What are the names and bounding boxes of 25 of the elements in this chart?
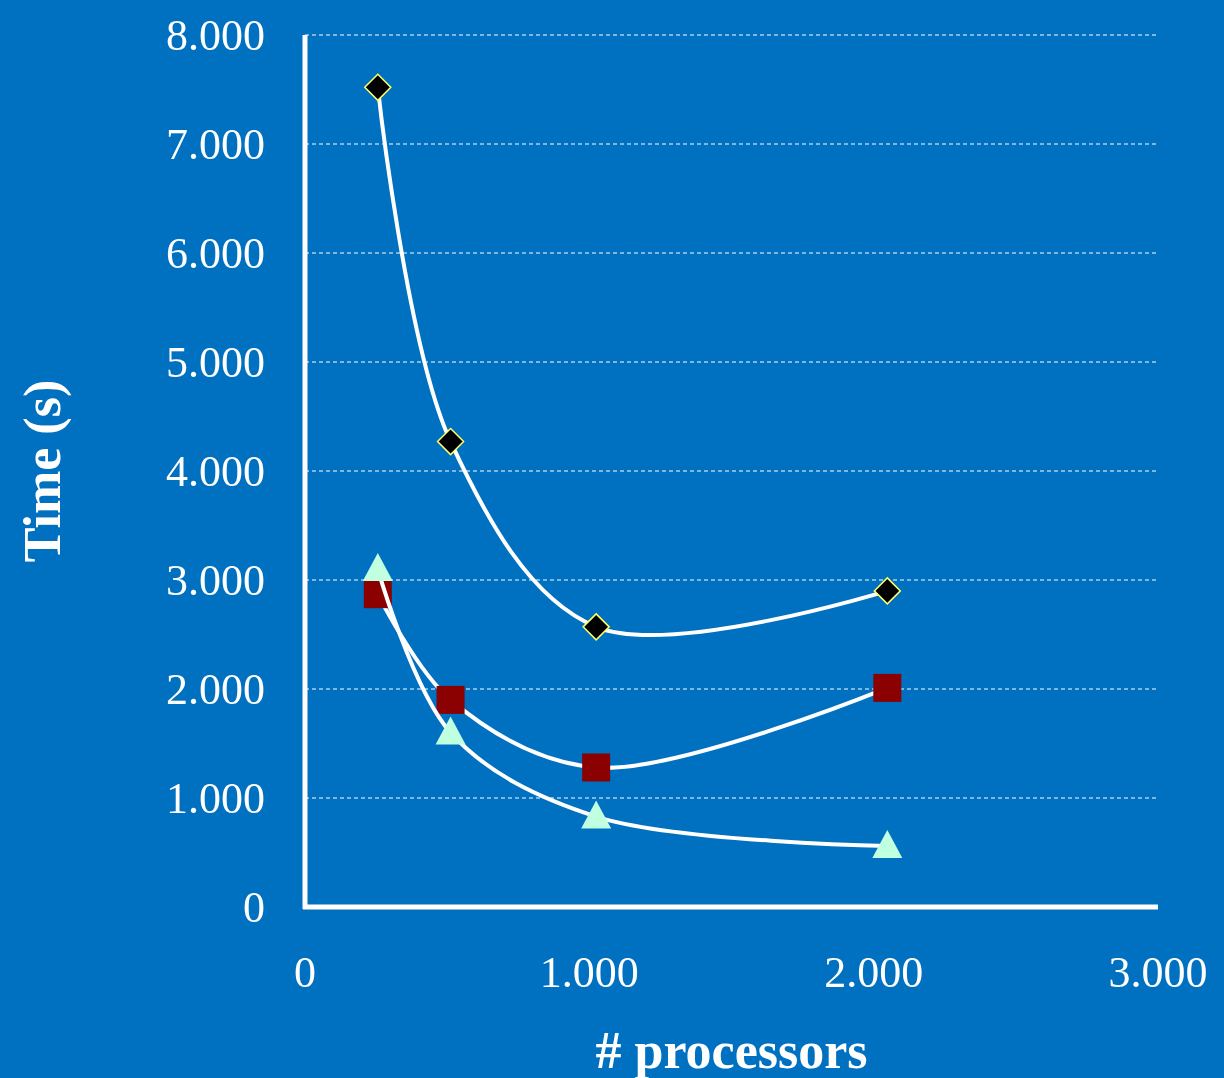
y-tick-label: 3.000 <box>166 556 265 606</box>
x-tick-label: 3.000 <box>1108 948 1208 997</box>
y-tick-label: 8.000 <box>166 11 265 61</box>
point <box>582 613 610 641</box>
point <box>581 800 612 829</box>
point <box>873 673 902 702</box>
y-axis-title: Time (s) <box>14 379 72 563</box>
y-tick-label: 6.000 <box>166 229 265 279</box>
point <box>436 685 465 714</box>
point <box>435 716 466 745</box>
point <box>582 753 611 782</box>
point <box>436 427 465 456</box>
point <box>362 553 393 582</box>
x-tick-label: 1.000 <box>539 948 639 997</box>
y-tick-label: 5.000 <box>166 338 265 388</box>
y-tick-label: 0 <box>243 883 265 933</box>
y-tick-label: 2.000 <box>166 665 265 715</box>
y-tick-label: 7.000 <box>166 120 265 170</box>
x-tick-label: 2.000 <box>824 948 924 997</box>
point <box>872 829 903 858</box>
x-tick-label: 0 <box>294 948 316 997</box>
point <box>873 577 902 605</box>
y-tick-label: 1.000 <box>166 774 265 824</box>
point <box>364 73 392 102</box>
y-tick-label: 4.000 <box>166 447 265 497</box>
